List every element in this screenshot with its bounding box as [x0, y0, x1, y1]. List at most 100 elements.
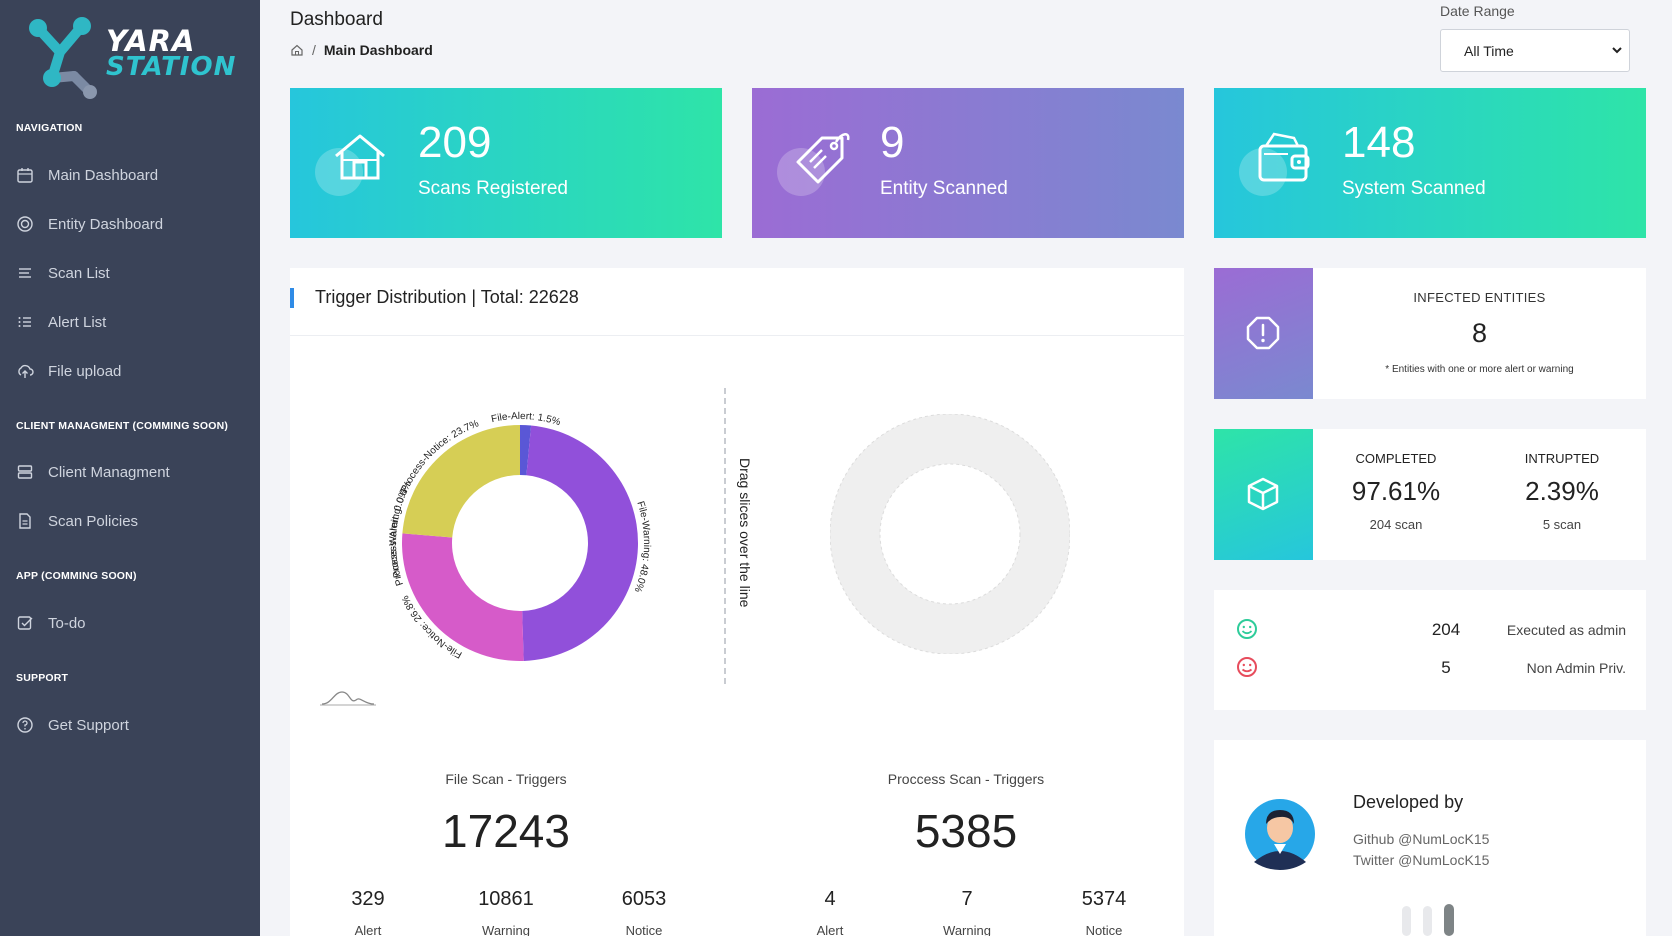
sidebar-item-client-managment[interactable]: Client Managment: [16, 458, 170, 486]
wave-icon: [320, 691, 376, 706]
process-scan-total: 5385: [914, 805, 1018, 857]
sidebar-item-main-dashboard[interactable]: Main Dashboard: [16, 161, 158, 189]
completion-card: COMPLETED 97.61% 204 scan INTRUPTED 2.39…: [1214, 429, 1646, 560]
file-notice-label: Notice: [625, 923, 663, 936]
house-icon: [335, 134, 385, 180]
nav-section-support: SUPPORT: [16, 672, 69, 684]
completed-sub: 204 scan: [1369, 517, 1423, 532]
home-icon[interactable]: [290, 43, 304, 57]
loader-bar: [1402, 906, 1411, 936]
developer-github[interactable]: Github @NumLocK15: [1353, 831, 1490, 847]
date-range-value: All Time: [1464, 42, 1514, 59]
box-icon: [1247, 477, 1279, 511]
smile-icon: [1237, 619, 1257, 639]
trigger-donut-chart[interactable]: File-Alert: 1.5%File-Warning: 48.0%File-…: [370, 393, 670, 683]
sad-icon: [1237, 657, 1257, 677]
developer-card: Developed by Github @NumLocK15 Twitter @…: [1214, 740, 1646, 936]
process-alert-label: Alert: [816, 923, 844, 936]
loader-bar: [1423, 906, 1432, 936]
molecule-logo-icon: [29, 17, 97, 99]
breadcrumb-current: Main Dashboard: [323, 42, 433, 58]
sidebar-item-entity-dashboard[interactable]: Entity Dashboard: [16, 210, 163, 238]
interrupted-column: INTRUPTED 2.39% 5 scan: [1482, 451, 1642, 532]
file-notice-count: 6053: [621, 888, 667, 910]
stat-label: System Scanned: [1342, 178, 1486, 199]
brand-text: YARA STATION: [106, 24, 237, 82]
brand-logo[interactable]: YARA STATION: [24, 14, 237, 100]
infected-count: 8: [1471, 318, 1488, 348]
sidebar-item-label: To-do: [48, 614, 86, 632]
process-warning-count: 7: [961, 888, 973, 910]
completed-value: 97.61%: [1351, 476, 1441, 506]
developer-twitter[interactable]: Twitter @NumLocK15: [1353, 852, 1490, 868]
sidebar-item-label: Entity Dashboard: [48, 215, 164, 233]
sidebar-item-label: Scan List: [48, 264, 110, 282]
sidebar-item-file-upload[interactable]: File upload: [16, 357, 121, 385]
brand-line2: STATION: [106, 52, 237, 82]
infected-entities-card: INFECTED ENTITIES 8 * Entities with one …: [1214, 268, 1646, 399]
donut-slice-process-notice[interactable]: [402, 425, 520, 538]
document-icon: [19, 513, 31, 529]
sidebar-item-label: Alert List: [48, 313, 107, 331]
sidebar-item-label: Get Support: [48, 716, 129, 734]
process-notice-label: Notice: [1085, 923, 1123, 936]
wallet-icon: [1258, 132, 1310, 182]
target-icon: [17, 216, 33, 232]
infected-note: * Entities with one or more alert or war…: [1385, 364, 1574, 375]
stat-card-entity-scanned: 9 Entity Scanned: [752, 88, 1184, 238]
donut-slice-file-notice[interactable]: [402, 533, 524, 661]
sidebar-item-alert-list[interactable]: Alert List: [16, 308, 106, 336]
interrupted-value: 2.39%: [1525, 476, 1599, 506]
sidebar-item-scan-list[interactable]: Scan List: [16, 259, 110, 287]
breadcrumb-separator: /: [312, 42, 316, 58]
file-warning-count: 10861: [478, 888, 534, 910]
list-lines-icon: [19, 268, 31, 278]
sidebar-item-todo[interactable]: To-do: [16, 609, 86, 637]
panel-accent-bar: [290, 288, 294, 308]
drag-hint: Drag slices over the line: [737, 458, 753, 608]
help-circle-icon: [17, 717, 33, 733]
process-notice-count: 5374: [1081, 888, 1127, 910]
file-alert-count: 329: [351, 888, 385, 910]
non-admin-row: 5 Non Admin Priv.: [1236, 656, 1626, 680]
stat-label: Entity Scanned: [880, 178, 1008, 199]
bullet-list-icon: [18, 317, 31, 327]
tag-icon: [796, 133, 850, 184]
sidebar-item-get-support[interactable]: Get Support: [16, 711, 129, 739]
stat-value: 9: [880, 118, 905, 167]
interrupted-sub: 5 scan: [1542, 517, 1582, 532]
donut-slice-file-warning[interactable]: [522, 425, 638, 661]
sidebar: YARA STATION NAVIGATION Main Dashboard E…: [0, 0, 260, 936]
stat-card-scans-registered: 209 Scans Registered: [290, 88, 722, 238]
infected-title: INFECTED ENTITIES: [1413, 290, 1546, 305]
date-range-label: Date Range: [1440, 3, 1515, 19]
date-range-select[interactable]: All Time: [1440, 29, 1630, 72]
interrupted-title: INTRUPTED: [1524, 451, 1600, 466]
drop-target-donut[interactable]: [830, 414, 1070, 654]
process-alert-count: 4: [824, 888, 836, 910]
page-title: Dashboard: [290, 9, 383, 30]
process-scan-title: Proccess Scan - Triggers: [887, 771, 1045, 787]
stat-value: 209: [418, 118, 492, 167]
calendar-icon: [17, 168, 33, 183]
nav-section-client: CLIENT MANAGMENT (COMMING SOON): [16, 420, 229, 432]
file-scan-total: 17243: [442, 805, 570, 857]
admin-row: 204 Executed as admin: [1236, 618, 1626, 642]
alert-octagon-icon: [1246, 316, 1280, 350]
file-scan-title: File Scan - Triggers: [445, 771, 567, 787]
breadcrumb: / Main Dashboard: [290, 42, 433, 58]
non-admin-label: Non Admin Priv.: [1526, 660, 1626, 676]
cloud-upload-icon: [18, 364, 34, 378]
drag-divider-line: [724, 388, 726, 684]
non-admin-count: 5: [1441, 658, 1451, 677]
brand-line1: YARA: [106, 24, 196, 58]
panel-header: Trigger Distribution | Total: 22628: [290, 268, 1184, 336]
donut-slice-file-alert[interactable]: [520, 425, 532, 476]
nav-section-navigation: NAVIGATION: [16, 122, 83, 134]
completed-title: COMPLETED: [1355, 451, 1437, 466]
stat-label: Scans Registered: [418, 178, 568, 199]
stat-value: 148: [1342, 118, 1416, 167]
chevron-down-icon: [1612, 47, 1622, 54]
sidebar-item-label: Client Managment: [48, 463, 170, 481]
sidebar-item-scan-policies[interactable]: Scan Policies: [16, 507, 138, 535]
